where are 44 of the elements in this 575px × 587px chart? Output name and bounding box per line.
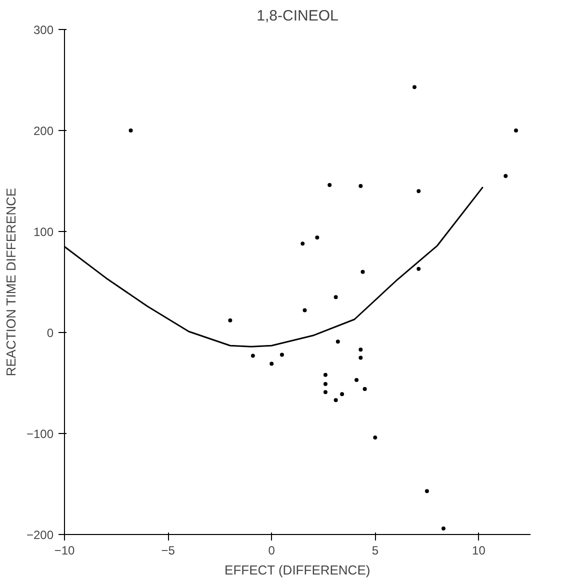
point (280, 352, 284, 357)
x-tick-label: −5 (161, 544, 176, 558)
point (336, 340, 340, 344)
point (300, 242, 305, 246)
x-axis-title: EFFECT (DIFFERENCE) (224, 562, 370, 578)
point (323, 382, 328, 386)
point (358, 184, 363, 188)
point (323, 390, 328, 394)
y-tick-label: 300 (33, 23, 54, 37)
point (504, 174, 508, 178)
point (328, 183, 332, 188)
point (442, 526, 446, 530)
point (334, 295, 338, 300)
point (360, 270, 365, 274)
x-tick-label: 5 (372, 544, 379, 558)
y-axis-title: REACTION TIME DIFFERENCE (3, 188, 18, 376)
chart-title: 1,8-CINEOL (256, 8, 338, 24)
y-tick-label: 0 (46, 326, 54, 340)
y-tick-label: −200 (26, 528, 54, 542)
point (315, 236, 320, 240)
point (416, 266, 421, 271)
y-tick-label: 100 (33, 225, 54, 239)
point (302, 308, 307, 312)
y-tick-label: −100 (26, 427, 54, 441)
point (250, 354, 255, 358)
point (424, 489, 429, 494)
point (340, 392, 344, 396)
x-tick-label: −10 (54, 544, 76, 558)
point (323, 372, 328, 377)
x-tick-label: 10 (472, 544, 486, 558)
x-tick-label: 0 (268, 544, 276, 558)
point (416, 189, 421, 194)
point (270, 362, 274, 366)
y-tick-label: 200 (33, 124, 54, 138)
point (334, 398, 338, 402)
point (358, 348, 363, 352)
point (412, 85, 417, 90)
point (128, 128, 133, 132)
point (362, 387, 367, 392)
point (373, 436, 378, 440)
point (514, 128, 518, 132)
point (358, 356, 363, 360)
point (228, 318, 232, 322)
point (354, 378, 359, 382)
